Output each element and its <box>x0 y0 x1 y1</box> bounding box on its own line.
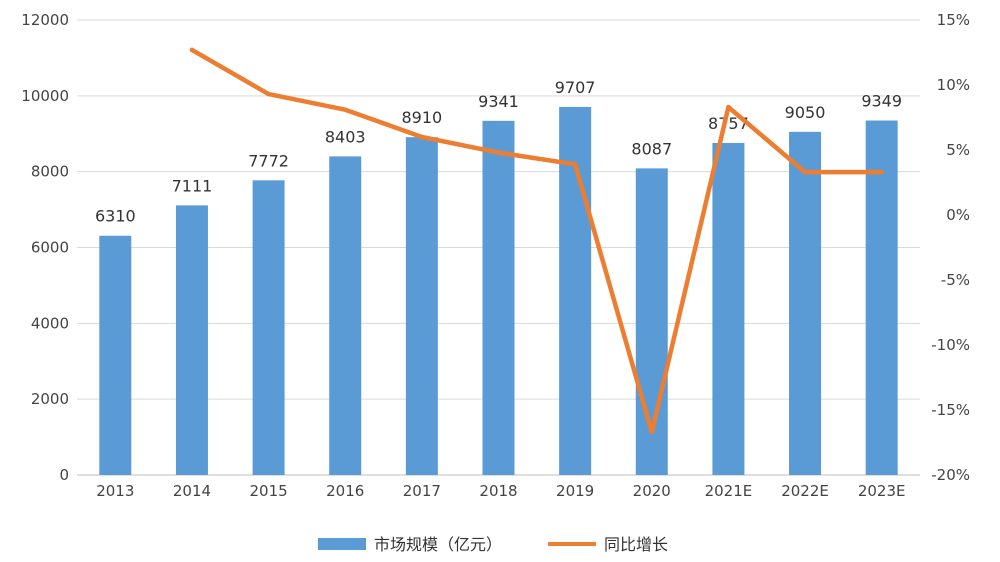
bar-data-label: 9349 <box>861 92 902 111</box>
bar-data-label: 8910 <box>402 108 443 127</box>
x-axis: 2013 2014 2015 2016 2017 2018 2019 2020 2021E 202… <box>96 482 905 500</box>
x-axis-tick-label: 2014 <box>173 482 211 500</box>
growth-line-point <box>572 162 578 167</box>
bar-data-label: 6310 <box>95 207 136 226</box>
bar-data-label: 8403 <box>325 127 366 146</box>
bar-data-label: 9707 <box>555 78 596 97</box>
right-axis-tick-label: 5% <box>946 141 970 159</box>
x-axis-tick-label: 2017 <box>403 482 441 500</box>
left-axis-tick-label: 12000 <box>21 11 69 29</box>
left-axis-tick-label: 6000 <box>31 239 69 257</box>
right-axis-tick-label: -10% <box>931 336 970 354</box>
right-axis-tick-label: 0% <box>946 206 970 224</box>
line-series <box>189 47 884 435</box>
growth-line-point <box>419 134 425 140</box>
right-axis-tick-label: -15% <box>931 401 970 419</box>
legend-label-line: 同比增长 <box>604 535 668 554</box>
growth-line-point <box>802 169 808 175</box>
right-y-axis: -20% -15% -10% -5% 0% 5% 10% 15% <box>931 11 970 484</box>
bar-data-label: 7772 <box>248 151 289 170</box>
bar <box>789 131 822 475</box>
growth-line-point <box>189 47 195 53</box>
growth-line <box>189 47 884 435</box>
x-axis-tick-label: 2019 <box>556 482 594 500</box>
bar <box>405 137 438 475</box>
growth-line-point <box>879 169 884 175</box>
x-axis-tick-label: 2013 <box>96 482 134 500</box>
bar <box>865 120 898 475</box>
x-axis-tick-label: 2022E <box>781 482 829 500</box>
bar <box>175 205 208 476</box>
x-axis-tick-label: 2016 <box>326 482 364 500</box>
left-axis-tick-label: 0 <box>59 466 69 484</box>
bar <box>252 180 285 476</box>
left-axis-tick-label: 2000 <box>31 390 69 408</box>
left-axis-tick-label: 8000 <box>31 163 69 181</box>
growth-line-point <box>726 104 731 110</box>
x-axis-tick-label: 2021E <box>705 482 753 500</box>
bar-data-label: 8087 <box>631 139 672 158</box>
legend: 市场规模（亿元） 同比增长 <box>318 535 668 554</box>
right-axis-tick-label: -20% <box>931 466 970 484</box>
bar-data-label: 8757 <box>708 114 749 133</box>
right-axis-tick-label: -5% <box>941 271 970 289</box>
bar-series <box>99 106 898 476</box>
x-axis-tick-label: 2018 <box>479 482 517 500</box>
growth-line-point <box>343 107 348 112</box>
bar <box>329 156 362 476</box>
growth-line-point <box>496 150 501 155</box>
x-axis-tick-label: 2015 <box>249 482 287 500</box>
left-y-axis: 0 2000 4000 6000 8000 10000 12000 <box>21 11 69 484</box>
bar-data-labels: 6310 7111 7772 8403 8910 9341 9707 8087 8757 9050… <box>95 78 902 226</box>
left-axis-tick-label: 4000 <box>31 314 69 332</box>
legend-swatch-bar <box>318 538 366 550</box>
bar-data-label: 7111 <box>172 176 213 195</box>
bar-data-label: 9050 <box>785 103 826 122</box>
x-axis-tick-label: 2023E <box>858 482 906 500</box>
x-axis-tick-label: 2020 <box>633 482 671 500</box>
right-axis-tick-label: 15% <box>937 11 970 29</box>
bar <box>482 120 515 475</box>
bar-data-label: 9341 <box>478 92 519 111</box>
left-axis-tick-label: 10000 <box>21 87 69 105</box>
legend-label-bar: 市场规模（亿元） <box>374 535 502 554</box>
growth-line-point <box>649 429 654 435</box>
right-axis-tick-label: 10% <box>937 76 970 94</box>
bar <box>99 235 132 475</box>
growth-line-point <box>266 91 271 97</box>
bar <box>712 142 745 475</box>
